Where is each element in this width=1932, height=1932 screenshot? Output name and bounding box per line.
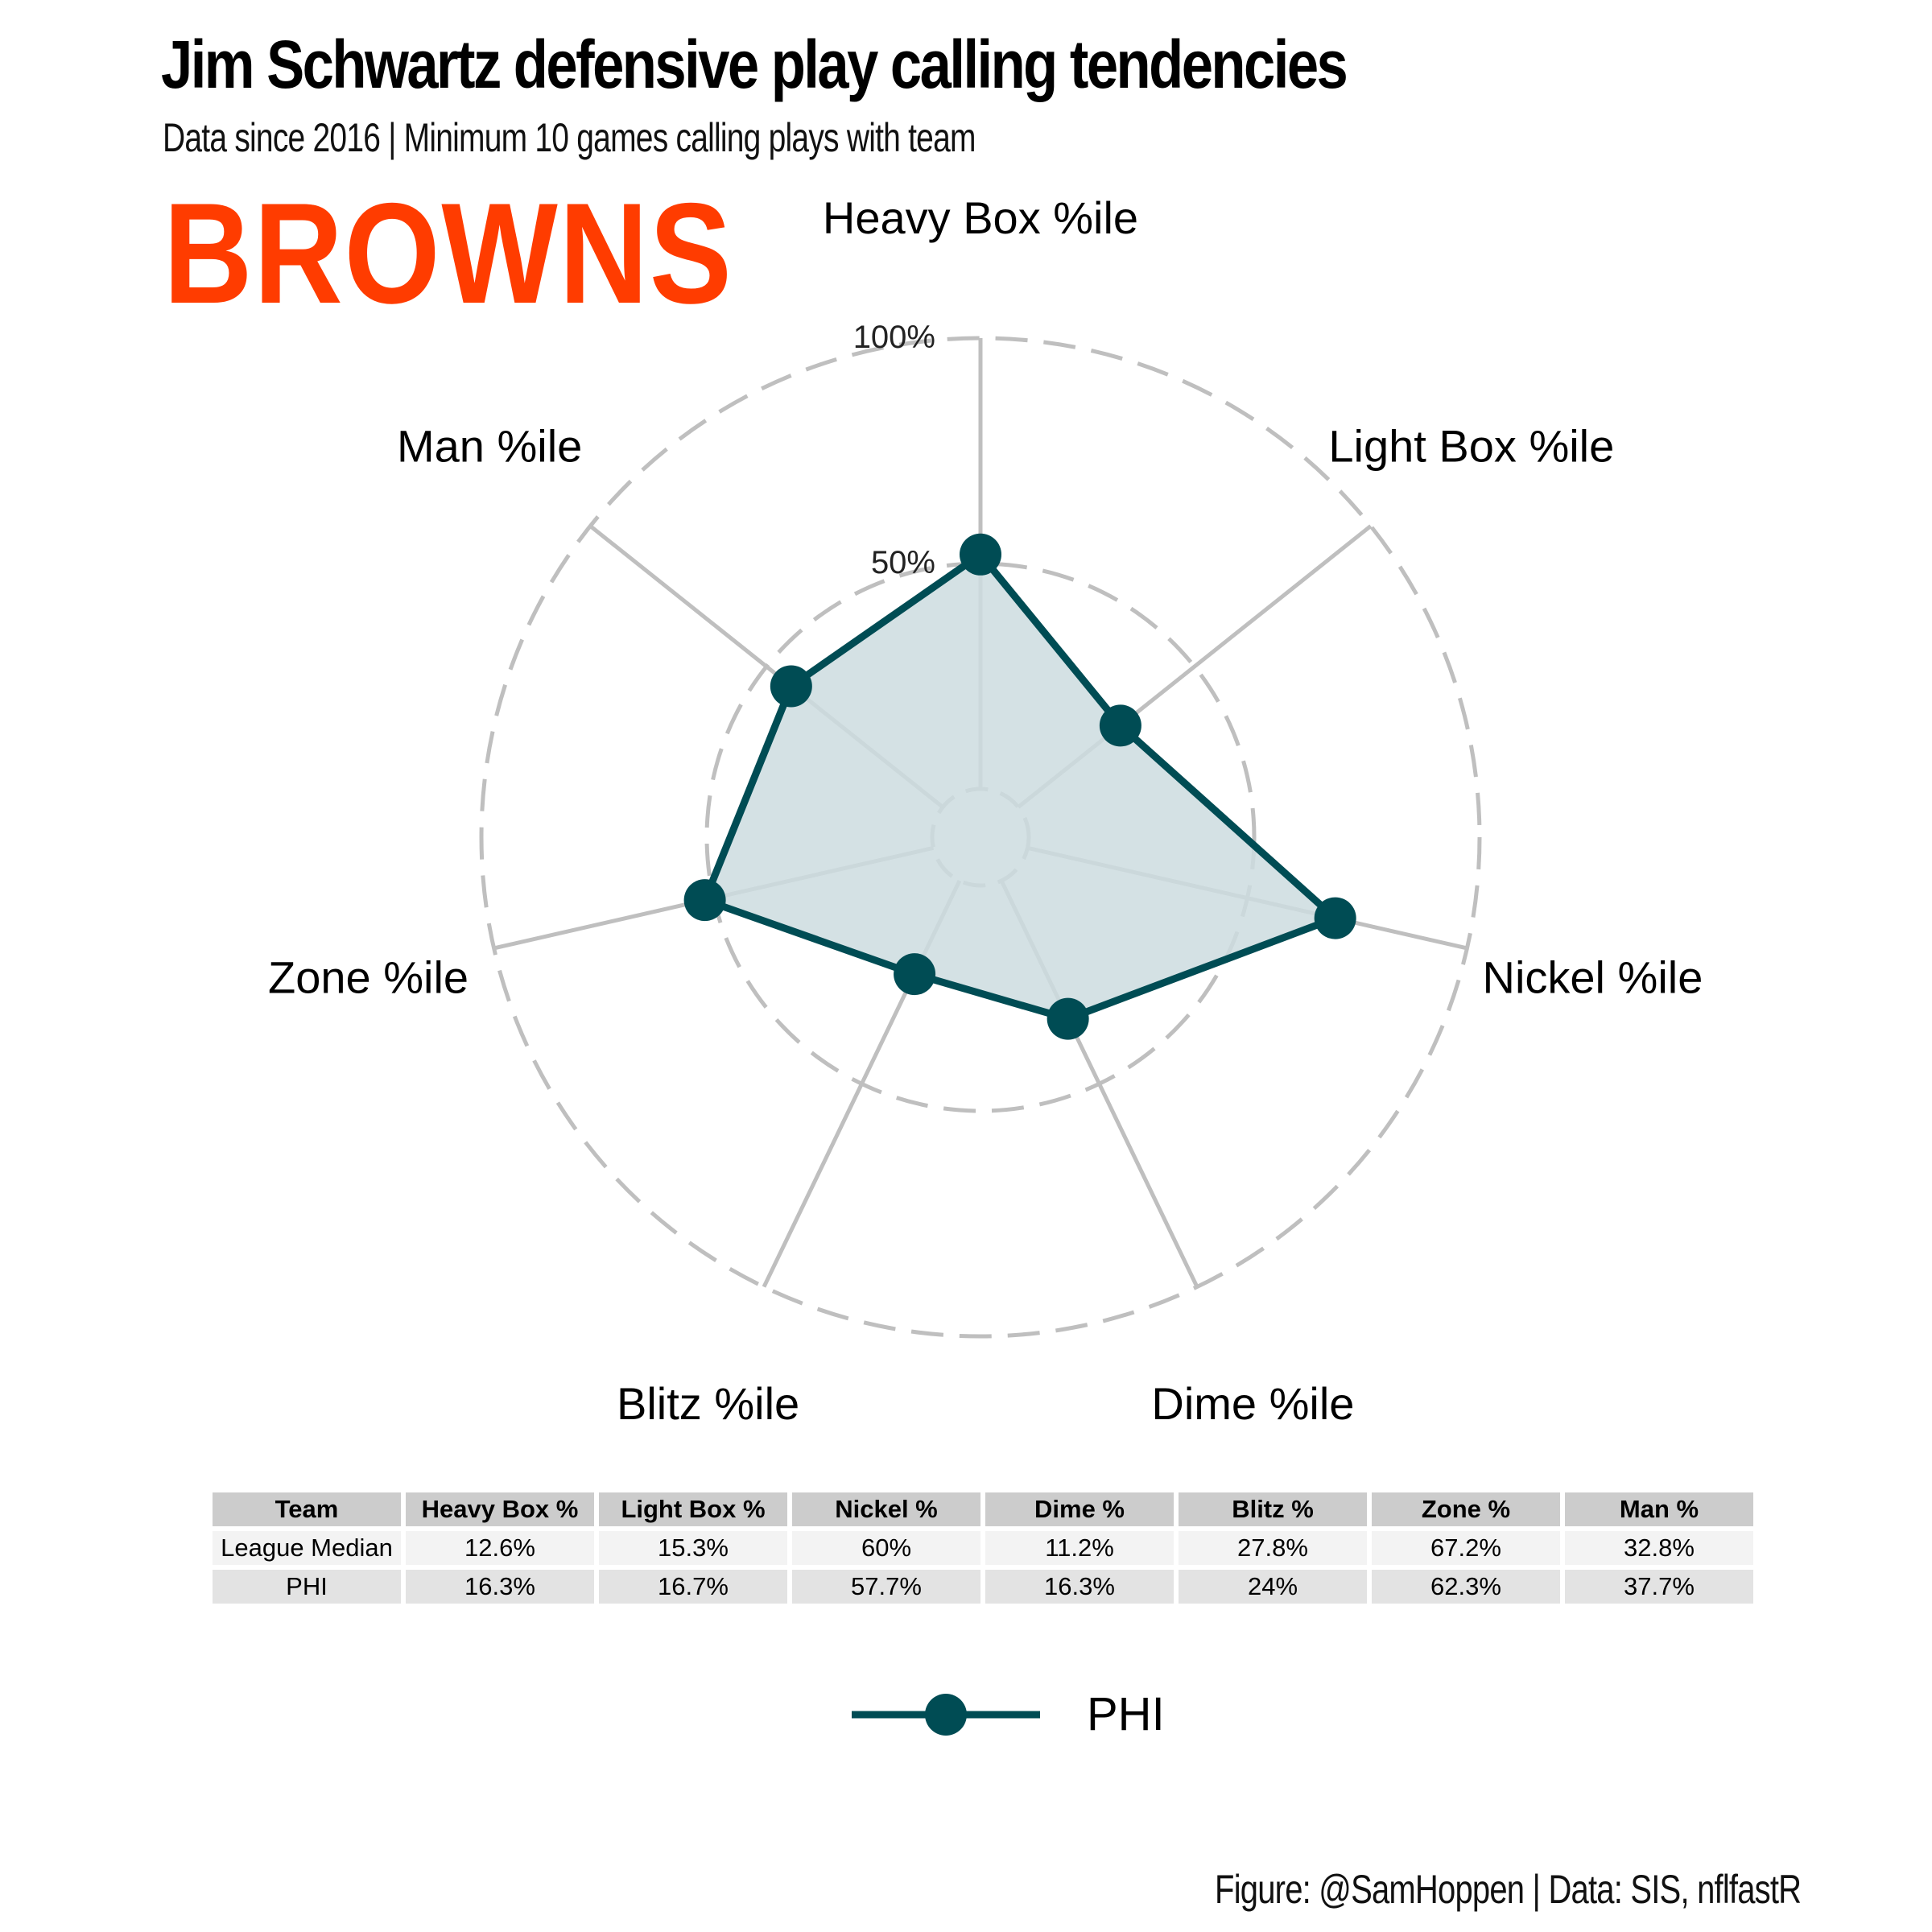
table-cell: 16.7% bbox=[599, 1570, 787, 1604]
table-cell: 32.8% bbox=[1565, 1531, 1753, 1565]
table-cell: 57.7% bbox=[792, 1570, 980, 1604]
grid-ring bbox=[704, 561, 1257, 1113]
table-header: Nickel % bbox=[792, 1492, 980, 1526]
grid-ring bbox=[479, 336, 1482, 1339]
browns-logo: BROWNS bbox=[163, 173, 733, 333]
table-cell: 16.3% bbox=[985, 1570, 1174, 1604]
radar-labels: 50% 100% Heavy Box %ile Light Box %ile Nicke… bbox=[268, 192, 1703, 1429]
ring-label: 100% bbox=[853, 320, 935, 355]
figure-caption: Figure: @SamHoppen | Data: SIS, nflfastR bbox=[1214, 1867, 1802, 1912]
table-cell: 67.2% bbox=[1372, 1531, 1560, 1565]
table-cell: 16.3% bbox=[406, 1570, 594, 1604]
table-header: Heavy Box % bbox=[406, 1492, 594, 1526]
stats-table-container: Team Heavy Box % Light Box % Nickel % Di… bbox=[208, 1488, 1758, 1608]
axis-label: Nickel %ile bbox=[1483, 952, 1703, 1003]
axis-label: Dime %ile bbox=[1151, 1378, 1354, 1429]
data-point bbox=[894, 953, 936, 996]
axis-label: Heavy Box %ile bbox=[823, 192, 1138, 243]
data-point bbox=[960, 533, 1001, 576]
chart-subtitle: Data since 2016 | Minimum 10 games calli… bbox=[163, 115, 976, 160]
series-line bbox=[701, 551, 1340, 1023]
data-point bbox=[1099, 704, 1141, 747]
table-cell: League Median bbox=[213, 1531, 401, 1565]
axis-label: Zone %ile bbox=[268, 952, 469, 1003]
radar-chart: 50% 100% Heavy Box %ile Light Box %ile Nicke… bbox=[268, 192, 1703, 1429]
table-header: Man % bbox=[1565, 1492, 1753, 1526]
table-row: PHI 16.3% 16.7% 57.7% 16.3% 24% 62.3% 37… bbox=[213, 1570, 1753, 1604]
data-point bbox=[770, 665, 812, 708]
table-header: Blitz % bbox=[1179, 1492, 1367, 1526]
data-point bbox=[1046, 997, 1089, 1040]
axis-label: Man %ile bbox=[397, 421, 582, 472]
ring-label: 50% bbox=[871, 545, 935, 580]
legend-marker bbox=[925, 1694, 967, 1736]
data-point bbox=[1314, 897, 1356, 939]
table-cell: 62.3% bbox=[1372, 1570, 1560, 1604]
table-header-row: Team Heavy Box % Light Box % Nickel % Di… bbox=[213, 1492, 1753, 1526]
axis-label: Blitz %ile bbox=[617, 1378, 799, 1429]
table-cell: 27.8% bbox=[1179, 1531, 1367, 1565]
table-header: Dime % bbox=[985, 1492, 1174, 1526]
radar-series bbox=[683, 533, 1356, 1040]
table-header: Light Box % bbox=[599, 1492, 787, 1526]
table-cell: 11.2% bbox=[985, 1531, 1174, 1565]
axis-label: Light Box %ile bbox=[1328, 421, 1614, 472]
table-cell: 12.6% bbox=[406, 1531, 594, 1565]
stats-table: Team Heavy Box % Light Box % Nickel % Di… bbox=[208, 1488, 1758, 1608]
table-row: League Median 12.6% 15.3% 60% 11.2% 27.8… bbox=[213, 1531, 1753, 1565]
data-point bbox=[683, 879, 726, 922]
series-area bbox=[704, 554, 1335, 1019]
table-cell: 15.3% bbox=[599, 1531, 787, 1565]
table-header: Team bbox=[213, 1492, 401, 1526]
legend-key bbox=[852, 1694, 1040, 1736]
table-header: Zone % bbox=[1372, 1492, 1560, 1526]
table-cell: 24% bbox=[1179, 1570, 1367, 1604]
legend-label: PHI bbox=[1087, 1688, 1165, 1740]
table-cell: 60% bbox=[792, 1531, 980, 1565]
chart-title: Jim Schwartz defensive play calling tend… bbox=[161, 27, 1348, 102]
table-cell: PHI bbox=[213, 1570, 401, 1604]
table-cell: 37.7% bbox=[1565, 1570, 1753, 1604]
